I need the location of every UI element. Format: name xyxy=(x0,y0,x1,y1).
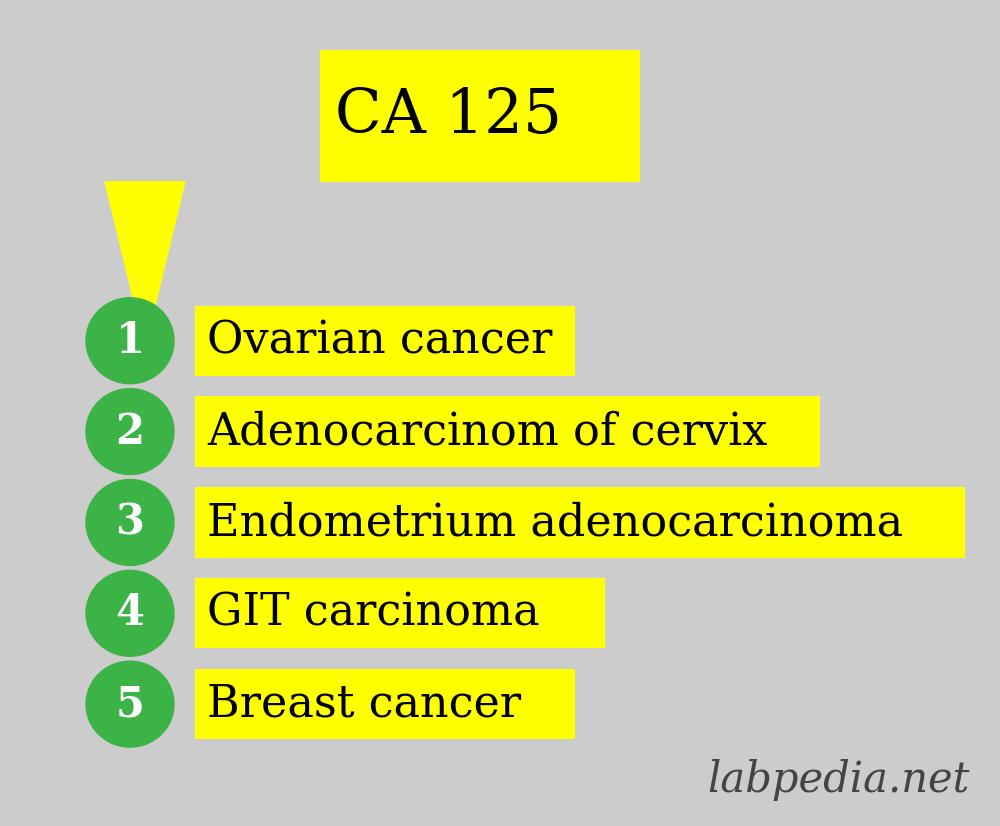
FancyBboxPatch shape xyxy=(195,669,575,739)
Polygon shape xyxy=(105,182,185,347)
Text: 2: 2 xyxy=(116,411,144,453)
Ellipse shape xyxy=(86,297,174,383)
Text: Breast cancer: Breast cancer xyxy=(207,682,521,726)
Ellipse shape xyxy=(86,570,174,656)
Ellipse shape xyxy=(86,661,174,747)
Text: 3: 3 xyxy=(116,501,144,544)
Text: labpedia.net: labpedia.net xyxy=(708,759,970,801)
FancyBboxPatch shape xyxy=(195,396,820,467)
FancyBboxPatch shape xyxy=(195,306,575,376)
Text: Endometrium adenocarcinoma: Endometrium adenocarcinoma xyxy=(207,501,903,544)
Ellipse shape xyxy=(86,479,174,565)
Ellipse shape xyxy=(86,389,174,474)
Text: Adenocarcinom of cervix: Adenocarcinom of cervix xyxy=(207,410,767,453)
Text: 1: 1 xyxy=(116,320,144,362)
FancyBboxPatch shape xyxy=(320,50,640,182)
FancyBboxPatch shape xyxy=(195,578,605,648)
Text: 5: 5 xyxy=(116,683,144,725)
Text: CA 125: CA 125 xyxy=(335,86,562,145)
Text: Ovarian cancer: Ovarian cancer xyxy=(207,319,552,363)
Text: 4: 4 xyxy=(116,592,144,634)
Text: GIT carcinoma: GIT carcinoma xyxy=(207,591,540,635)
FancyBboxPatch shape xyxy=(195,487,965,558)
